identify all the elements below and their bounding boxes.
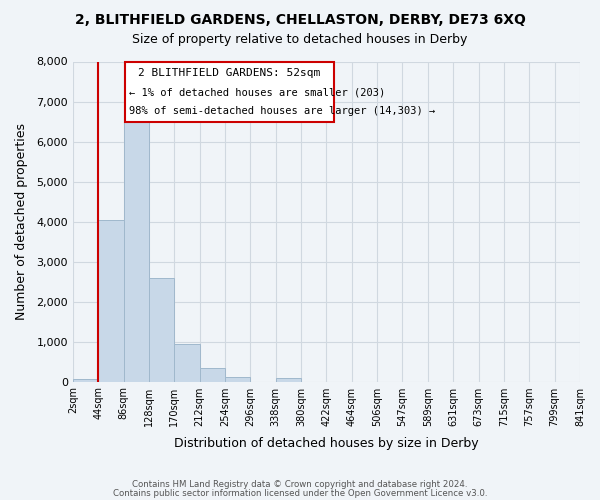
Text: 2, BLITHFIELD GARDENS, CHELLASTON, DERBY, DE73 6XQ: 2, BLITHFIELD GARDENS, CHELLASTON, DERBY… xyxy=(74,12,526,26)
Text: Contains HM Land Registry data © Crown copyright and database right 2024.: Contains HM Land Registry data © Crown c… xyxy=(132,480,468,489)
X-axis label: Distribution of detached houses by size in Derby: Distribution of detached houses by size … xyxy=(174,437,479,450)
Bar xyxy=(124,120,149,382)
Text: Contains public sector information licensed under the Open Government Licence v3: Contains public sector information licen… xyxy=(113,488,487,498)
Text: Size of property relative to detached houses in Derby: Size of property relative to detached ho… xyxy=(133,32,467,46)
Bar xyxy=(73,378,98,382)
Bar xyxy=(275,378,301,382)
Bar xyxy=(149,278,174,382)
FancyBboxPatch shape xyxy=(125,62,334,122)
Text: 98% of semi-detached houses are larger (14,303) →: 98% of semi-detached houses are larger (… xyxy=(128,106,435,117)
Text: 2 BLITHFIELD GARDENS: 52sqm: 2 BLITHFIELD GARDENS: 52sqm xyxy=(138,68,320,78)
Bar xyxy=(98,220,124,382)
Y-axis label: Number of detached properties: Number of detached properties xyxy=(15,123,28,320)
Bar xyxy=(200,368,225,382)
Bar xyxy=(174,344,200,382)
Text: ← 1% of detached houses are smaller (203): ← 1% of detached houses are smaller (203… xyxy=(128,88,385,98)
Bar xyxy=(225,376,250,382)
